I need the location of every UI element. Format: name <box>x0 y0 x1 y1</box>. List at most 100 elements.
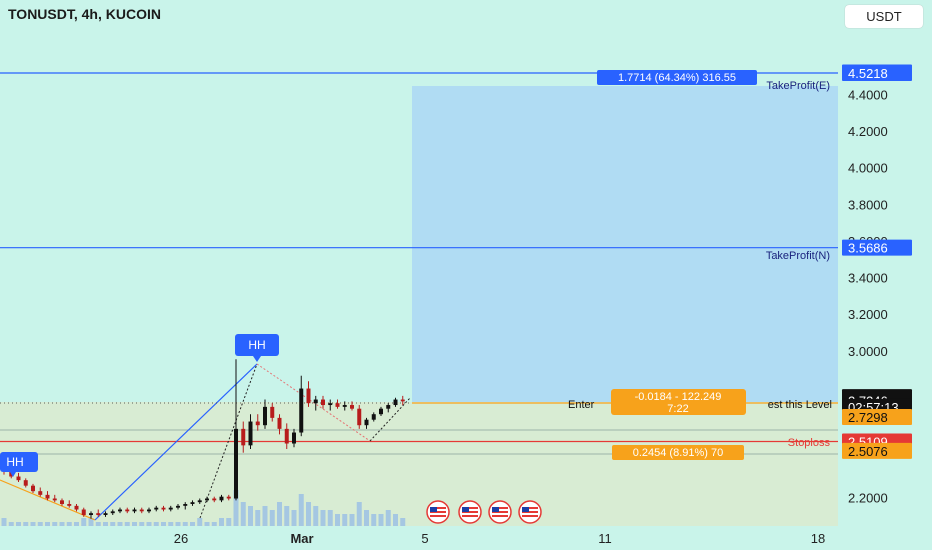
dotted-swing-line <box>199 363 258 519</box>
level-label-stoploss: Stoploss <box>788 437 831 449</box>
candle-body <box>45 494 50 499</box>
hh-label-left-text: HH <box>6 455 23 469</box>
volume-bar <box>117 522 123 526</box>
event-flag-icon[interactable] <box>458 500 482 524</box>
volume-bar <box>95 522 101 526</box>
candle-body <box>60 500 64 505</box>
volume-bar <box>81 518 87 526</box>
symbol-title[interactable]: TONUSDT, 4h, KUCOIN <box>8 6 161 22</box>
volume-bar <box>226 518 232 526</box>
candle-body <box>16 476 21 481</box>
volume-bar <box>168 522 174 526</box>
price-tick-label: 3.4000 <box>848 271 888 286</box>
volume-bar <box>16 522 21 526</box>
candle-body <box>234 428 238 499</box>
price-axis-ticks: 4.80004.40004.20004.00003.80003.60003.40… <box>848 14 888 506</box>
volume-bar <box>327 510 333 526</box>
time-axis-bg[interactable] <box>0 526 838 550</box>
volume-bar <box>400 518 406 526</box>
candle-body <box>205 498 209 501</box>
volume-bar <box>23 522 29 526</box>
candle-body <box>284 428 289 444</box>
volume-bar <box>219 518 224 526</box>
event-flag-icon[interactable] <box>426 500 450 524</box>
volume-bar <box>385 510 391 526</box>
volume-bar <box>277 502 282 526</box>
price-badge: 2.7298 <box>842 408 912 425</box>
volume-bar <box>88 518 94 526</box>
volume-bars <box>1 490 406 526</box>
hh-label-peak[interactable]: HH <box>235 334 279 362</box>
currency-selector[interactable]: USDT <box>845 5 923 28</box>
candle-body <box>110 511 115 514</box>
target-zone <box>412 86 838 402</box>
volume-bar <box>37 522 43 526</box>
price-tick-label: 3.8000 <box>848 197 888 212</box>
event-flag-icon[interactable] <box>488 500 512 524</box>
target-box-label: 1.7714 (64.34%) 316.55 <box>597 70 757 85</box>
candle-body <box>197 500 202 503</box>
entry-box-line1: -0.0184 - 122.249 <box>635 391 722 403</box>
level-label-takeprofit-n: TakeProfit(N) <box>766 250 830 262</box>
hh-label-peak-text: HH <box>248 338 265 352</box>
candle-body <box>321 399 325 406</box>
volume-bar <box>59 522 65 526</box>
volume-bar <box>320 510 326 526</box>
volume-bar <box>356 502 362 526</box>
candle-body <box>364 419 369 426</box>
volume-bar <box>248 506 253 526</box>
stop-box-label: 0.2454 (8.91%) 70 <box>612 445 744 460</box>
volume-bar <box>66 522 72 526</box>
volume-bar <box>364 510 369 526</box>
volume-bar <box>103 522 108 526</box>
entry-box-label: -0.0184 - 122.249 7:22 <box>611 389 746 415</box>
candle-body <box>263 406 267 426</box>
candle-body <box>241 428 246 446</box>
candle-body <box>103 513 108 516</box>
candle-body <box>328 403 333 406</box>
price-badge-label: 2.7298 <box>848 410 888 425</box>
candle-body <box>23 480 28 486</box>
candle-body <box>212 498 217 501</box>
volume-bar <box>1 518 7 526</box>
candle-body <box>96 513 101 516</box>
target-box-text: 1.7714 (64.34%) 316.55 <box>618 72 736 84</box>
volume-bar <box>269 510 275 526</box>
time-tick-label: 5 <box>421 531 428 546</box>
candle-body <box>38 491 43 495</box>
candle-body <box>190 502 195 505</box>
price-tick-label: 4.2000 <box>848 124 888 139</box>
level-label-takeprofit-e: TakeProfit(E) <box>766 80 830 92</box>
candle-body <box>306 388 311 404</box>
candle-body <box>139 509 144 512</box>
candle-body <box>168 507 173 510</box>
candle-body <box>248 421 253 446</box>
candle-body <box>292 432 296 444</box>
volume-bar <box>182 522 188 526</box>
volume-bar <box>132 522 137 526</box>
price-badge-label: 4.5218 <box>848 66 888 81</box>
volume-bar <box>74 522 79 526</box>
candle-body <box>147 509 151 512</box>
volume-bar <box>335 514 340 526</box>
candle-body <box>393 399 398 406</box>
hh-label-left[interactable]: HH <box>0 452 38 477</box>
volume-bar <box>313 506 319 526</box>
red-dotted-line <box>256 363 371 442</box>
candle-body <box>270 406 275 418</box>
economic-events[interactable] <box>426 500 542 524</box>
time-tick-label: 18 <box>811 531 825 546</box>
price-badges: 4.52444.52183.56862.75302.734602:57:132.… <box>842 64 912 459</box>
price-tick-label: 3.0000 <box>848 344 888 359</box>
volume-bar <box>233 490 239 526</box>
candle-body <box>118 509 122 512</box>
candle-body <box>299 388 304 433</box>
candle-body <box>357 408 362 426</box>
candle-body <box>125 509 130 512</box>
volume-bar <box>8 522 14 526</box>
volume-bar <box>371 514 377 526</box>
event-flag-icon[interactable] <box>518 500 542 524</box>
time-tick-label: Mar <box>290 531 313 546</box>
candle-body <box>255 421 260 426</box>
